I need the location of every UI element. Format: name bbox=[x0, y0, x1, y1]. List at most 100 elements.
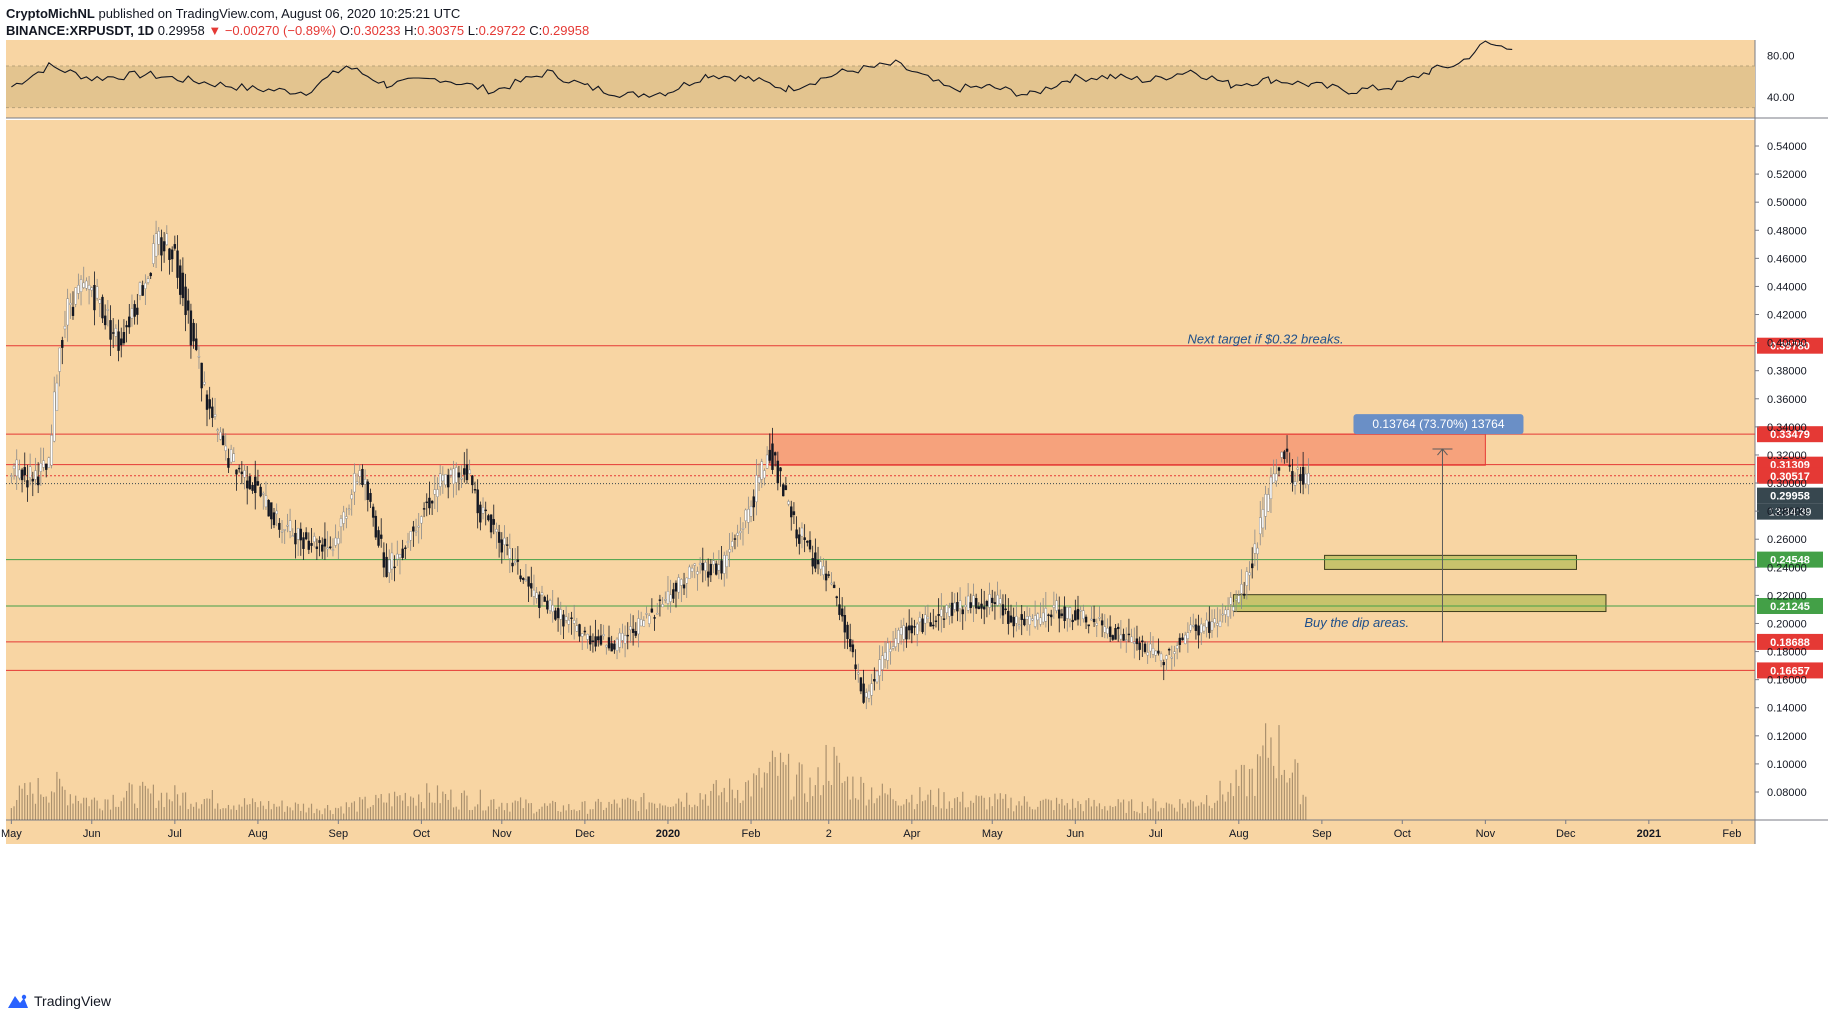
volume-bar bbox=[1294, 759, 1296, 820]
candle-body bbox=[1237, 595, 1241, 603]
candle-body bbox=[570, 617, 573, 620]
candle-body bbox=[851, 644, 855, 653]
volume-bar bbox=[940, 808, 942, 820]
candle-body bbox=[921, 618, 924, 633]
volume-bar bbox=[536, 811, 538, 820]
candle-body bbox=[404, 547, 407, 549]
volume-bar bbox=[892, 799, 894, 820]
volume-bar bbox=[766, 773, 768, 820]
time-tick-label: Jul bbox=[1149, 828, 1163, 840]
high-label: H: bbox=[404, 23, 418, 38]
candle-body bbox=[1122, 633, 1125, 641]
time-tick-label: May bbox=[1, 828, 22, 840]
volume-bar bbox=[975, 795, 977, 820]
volume-bar bbox=[434, 802, 436, 820]
candle-body bbox=[1226, 609, 1230, 617]
volume-bar bbox=[423, 808, 425, 820]
level-badge bbox=[1757, 597, 1823, 614]
volume-bar bbox=[1029, 806, 1031, 820]
candle-body bbox=[897, 630, 900, 644]
volume-bar bbox=[1184, 807, 1186, 820]
volume-bar bbox=[367, 808, 369, 820]
candle-body bbox=[377, 530, 380, 546]
level-badge bbox=[1757, 551, 1823, 568]
volume-bar bbox=[383, 802, 385, 820]
candle-body bbox=[141, 285, 144, 296]
candle-body bbox=[232, 453, 236, 462]
candle-body bbox=[106, 309, 110, 311]
candle-body bbox=[406, 541, 410, 543]
volume-bar bbox=[1157, 811, 1159, 820]
measure-arrow-icon bbox=[1437, 448, 1448, 456]
candle-body bbox=[1001, 604, 1005, 616]
candle-body bbox=[1178, 637, 1182, 645]
candle-body bbox=[1049, 614, 1053, 618]
symbol-name[interactable]: BINANCE:XRPUSDT, 1D bbox=[6, 23, 155, 38]
candle-body bbox=[698, 562, 702, 565]
candle-body bbox=[696, 571, 699, 575]
candle-body bbox=[296, 528, 300, 540]
candle-body bbox=[803, 537, 806, 541]
time-tick-label: Jul bbox=[168, 828, 182, 840]
candle-body bbox=[559, 609, 562, 620]
volume-bar bbox=[1034, 809, 1036, 820]
volume-bar bbox=[1047, 799, 1050, 820]
volume-bar bbox=[675, 803, 677, 820]
volume-bar bbox=[726, 802, 728, 820]
candle-body bbox=[846, 624, 849, 640]
volume-bar bbox=[924, 800, 926, 820]
candle-body bbox=[457, 472, 461, 478]
volume-bar bbox=[723, 787, 725, 820]
volume-bar bbox=[1189, 799, 1192, 820]
candle-body bbox=[152, 243, 155, 264]
candle-body bbox=[664, 599, 667, 601]
candle-body bbox=[983, 606, 986, 610]
volume-bar bbox=[1240, 764, 1243, 820]
level-badge bbox=[1757, 662, 1823, 679]
candle-body bbox=[326, 547, 329, 550]
tradingview-brand[interactable]: TradingView bbox=[34, 993, 112, 1009]
candle-body bbox=[749, 505, 753, 517]
candle-body bbox=[1175, 645, 1179, 649]
candle-body bbox=[20, 469, 24, 481]
candle-body bbox=[374, 515, 378, 538]
candle-body bbox=[436, 489, 439, 497]
volume-bar bbox=[404, 792, 406, 820]
volume-bar bbox=[230, 809, 232, 820]
candle-body bbox=[1242, 593, 1246, 596]
volume-bar bbox=[581, 801, 583, 820]
volume-bar bbox=[544, 803, 546, 820]
volume-bar bbox=[343, 813, 345, 820]
volume-bar bbox=[1265, 723, 1267, 820]
candle-body bbox=[58, 347, 61, 372]
volume-bar bbox=[249, 804, 251, 820]
volume-bar bbox=[814, 785, 816, 820]
tradingview-logo-icon[interactable] bbox=[6, 992, 30, 1010]
volume-bar bbox=[562, 805, 565, 820]
candle-body bbox=[1202, 625, 1206, 632]
candle-body bbox=[1146, 652, 1149, 656]
volume-bar bbox=[13, 806, 15, 820]
volume-bar bbox=[1267, 757, 1269, 820]
price-pane bbox=[6, 120, 1755, 820]
volume-bar bbox=[482, 810, 484, 820]
candle-body bbox=[690, 567, 694, 572]
candle-body bbox=[656, 613, 659, 615]
author-name[interactable]: CryptoMichNL bbox=[6, 6, 95, 21]
volume-bar bbox=[198, 808, 200, 820]
volume-bar bbox=[637, 811, 640, 820]
candle-body bbox=[857, 672, 860, 675]
volume-bar bbox=[1139, 813, 1141, 820]
volume-bar bbox=[375, 794, 377, 820]
level-label: 0.33479 bbox=[1770, 429, 1810, 441]
candle-body bbox=[342, 511, 345, 524]
candle-body bbox=[865, 692, 868, 698]
volume-bar bbox=[1224, 801, 1226, 820]
level-badge bbox=[1757, 337, 1823, 354]
candle-body bbox=[31, 478, 34, 482]
volume-bar bbox=[158, 800, 160, 820]
volume-bar bbox=[895, 800, 897, 820]
candle-body bbox=[371, 506, 375, 518]
volume-bar bbox=[822, 785, 824, 820]
